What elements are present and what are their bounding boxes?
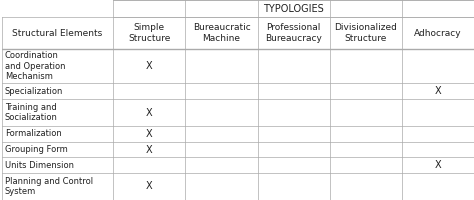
- Bar: [330, 126, 402, 142]
- Bar: [402, 49, 474, 83]
- Bar: [185, 83, 257, 99]
- Bar: [113, 49, 185, 83]
- Bar: [257, 142, 330, 157]
- Bar: [257, 173, 330, 200]
- Bar: [330, 17, 402, 49]
- Bar: [402, 17, 474, 49]
- Text: X: X: [146, 61, 153, 71]
- Text: Simple
Structure: Simple Structure: [128, 23, 171, 43]
- Text: Units Dimension: Units Dimension: [5, 161, 74, 170]
- Bar: [185, 142, 257, 157]
- Bar: [2, 126, 113, 142]
- Bar: [185, 17, 257, 49]
- Bar: [2, 99, 113, 126]
- Bar: [185, 99, 257, 126]
- Bar: [2, 142, 113, 157]
- Bar: [113, 17, 185, 49]
- Text: Professional
Bureaucracy: Professional Bureaucracy: [265, 23, 322, 43]
- Bar: [185, 157, 257, 173]
- Bar: [257, 83, 330, 99]
- Text: Bureaucratic
Machine: Bureaucratic Machine: [192, 23, 250, 43]
- Bar: [113, 126, 185, 142]
- Text: X: X: [435, 86, 441, 96]
- Text: Coordination
and Operation
Mechanism: Coordination and Operation Mechanism: [5, 51, 65, 81]
- Bar: [330, 173, 402, 200]
- Bar: [330, 49, 402, 83]
- Bar: [113, 83, 185, 99]
- Text: Structural Elements: Structural Elements: [12, 29, 103, 38]
- Bar: [402, 142, 474, 157]
- Bar: [402, 173, 474, 200]
- Text: X: X: [146, 145, 153, 155]
- Text: Training and
Socialization: Training and Socialization: [5, 103, 57, 122]
- Bar: [330, 142, 402, 157]
- Bar: [113, 0, 474, 17]
- Bar: [257, 49, 330, 83]
- Text: X: X: [435, 160, 441, 170]
- Text: Grouping Form: Grouping Form: [5, 145, 67, 154]
- Text: Divisionalized
Structure: Divisionalized Structure: [334, 23, 397, 43]
- Bar: [402, 157, 474, 173]
- Bar: [185, 49, 257, 83]
- Bar: [257, 126, 330, 142]
- Bar: [257, 99, 330, 126]
- Bar: [330, 157, 402, 173]
- Bar: [257, 17, 330, 49]
- Bar: [330, 99, 402, 126]
- Bar: [2, 49, 113, 83]
- Text: X: X: [146, 129, 153, 139]
- Text: X: X: [146, 181, 153, 191]
- Text: Formalization: Formalization: [5, 129, 62, 138]
- Text: X: X: [146, 108, 153, 118]
- Bar: [2, 83, 113, 99]
- Text: Adhocracy: Adhocracy: [414, 29, 462, 38]
- Bar: [113, 173, 185, 200]
- Bar: [402, 83, 474, 99]
- Bar: [113, 157, 185, 173]
- Bar: [185, 126, 257, 142]
- Bar: [113, 142, 185, 157]
- Text: TYPOLOGIES: TYPOLOGIES: [263, 4, 324, 14]
- Bar: [257, 157, 330, 173]
- Bar: [330, 83, 402, 99]
- Bar: [2, 17, 113, 49]
- Text: Planning and Control
System: Planning and Control System: [5, 177, 93, 196]
- Bar: [402, 126, 474, 142]
- Bar: [402, 99, 474, 126]
- Bar: [2, 173, 113, 200]
- Bar: [113, 99, 185, 126]
- Bar: [2, 157, 113, 173]
- Text: Specialization: Specialization: [5, 87, 63, 96]
- Bar: [185, 173, 257, 200]
